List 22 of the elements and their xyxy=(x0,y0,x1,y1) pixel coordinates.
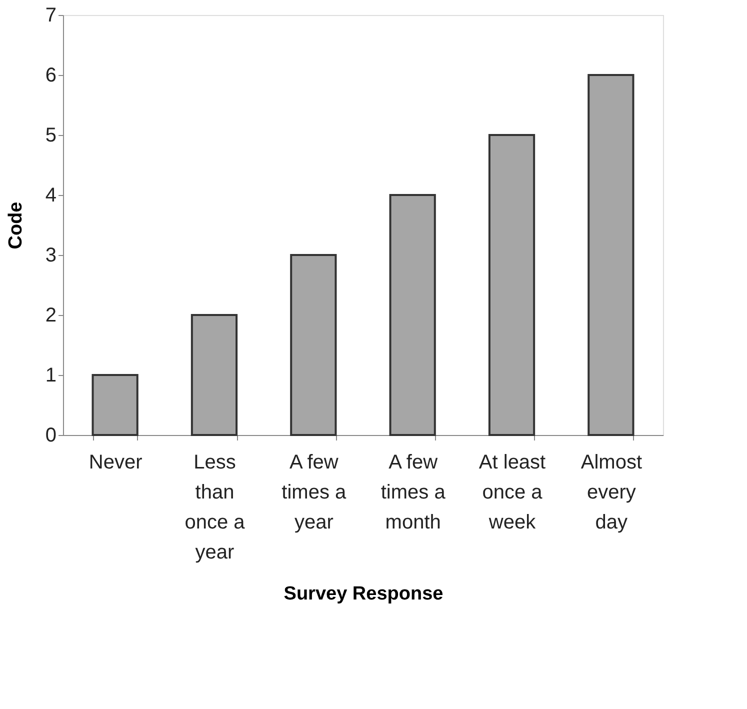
bar xyxy=(92,374,138,436)
y-tick-label: 0 xyxy=(45,424,56,446)
bar xyxy=(389,194,436,436)
y-tick-label: 1 xyxy=(45,364,56,386)
bar xyxy=(488,134,536,436)
y-tick-label: 6 xyxy=(45,64,56,86)
y-tick-label: 7 xyxy=(45,4,56,26)
y-axis-title: Code xyxy=(5,202,26,250)
y-tick-label: 2 xyxy=(45,304,56,326)
bar xyxy=(290,254,337,436)
bar xyxy=(588,74,634,436)
x-axis-title: Survey Response xyxy=(284,584,444,604)
y-tick-label: 5 xyxy=(45,124,56,146)
x-tick-label: At least once a week xyxy=(478,452,546,534)
x-tick-label: A few times a month xyxy=(380,452,446,534)
x-tick-label: A few times a year xyxy=(282,452,348,534)
x-tick-label: Never xyxy=(88,452,143,474)
y-tick-label: 3 xyxy=(45,244,56,266)
y-tick-label: 4 xyxy=(45,184,56,206)
bar xyxy=(190,314,238,436)
x-tick-label: Almost every day xyxy=(580,452,642,534)
x-tick-label: Less than once a year xyxy=(184,452,246,564)
